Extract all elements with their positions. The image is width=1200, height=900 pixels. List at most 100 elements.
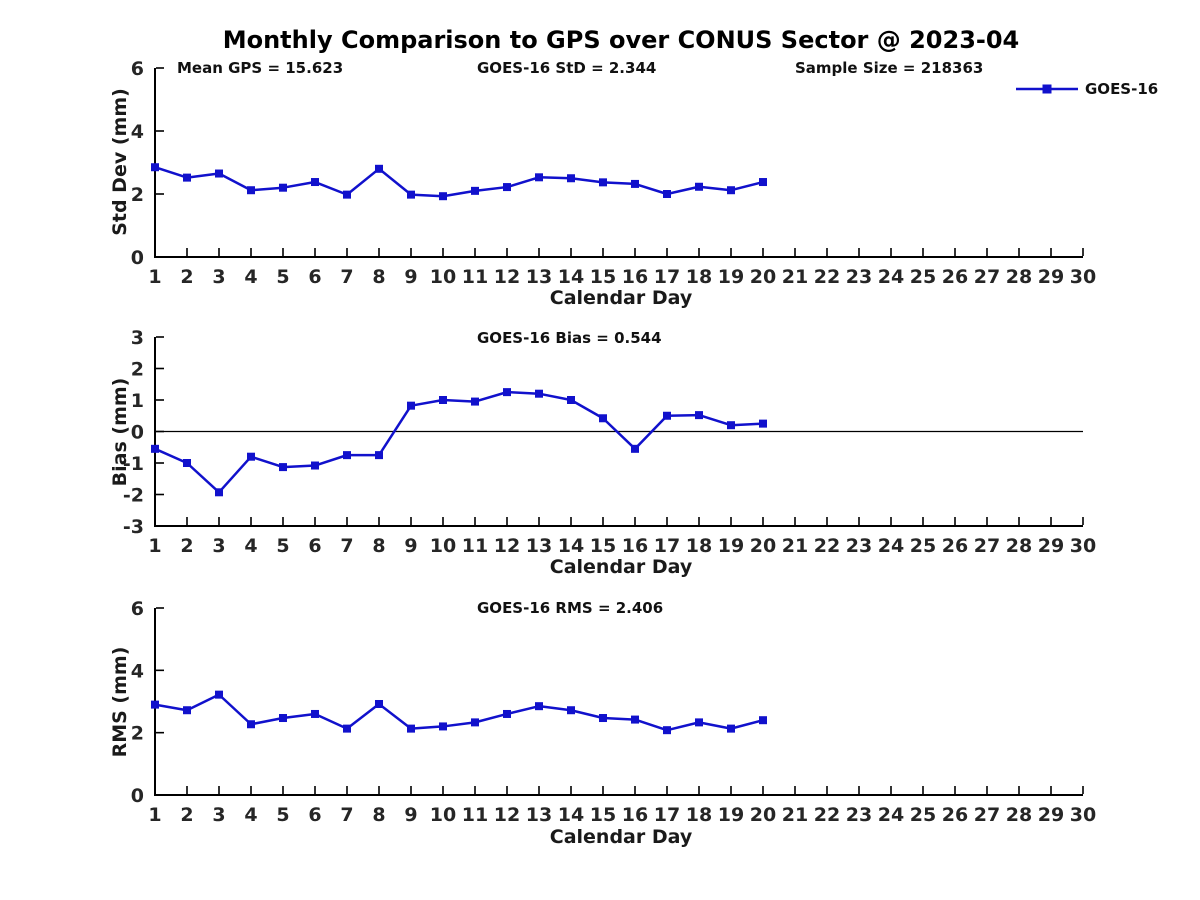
data-marker (695, 411, 703, 420)
x-tick-label: 5 (276, 804, 289, 826)
x-tick-label: 9 (404, 535, 417, 557)
x-tick-label: 21 (782, 266, 808, 288)
y-tick-label: 1 (131, 390, 144, 412)
x-tick-label: 22 (814, 535, 840, 557)
x-tick-label: 10 (430, 535, 456, 557)
data-marker (471, 186, 479, 195)
data-marker (631, 444, 639, 453)
data-marker (279, 463, 287, 472)
data-marker (375, 451, 383, 460)
x-tick-label: 4 (244, 804, 257, 826)
data-marker (215, 169, 223, 178)
x-tick-label: 18 (686, 535, 712, 557)
x-tick-label: 6 (308, 266, 321, 288)
x-tick-label: 18 (686, 804, 712, 826)
y-tick-label: 4 (131, 121, 144, 143)
data-marker (759, 419, 767, 428)
data-marker (343, 451, 351, 460)
data-marker (663, 726, 671, 735)
y-tick-label: 2 (131, 723, 144, 745)
x-tick-label: 21 (782, 535, 808, 557)
x-tick-label: 29 (1038, 535, 1064, 557)
x-tick-label: 1 (148, 804, 161, 826)
y-tick-label: 0 (131, 247, 144, 269)
x-tick-label: 24 (878, 804, 904, 826)
x-tick-label: 11 (462, 266, 488, 288)
x-tick-label: 24 (878, 266, 904, 288)
x-tick-label: 27 (974, 804, 1000, 826)
x-tick-label: 19 (718, 804, 744, 826)
x-tick-label: 25 (910, 804, 936, 826)
series-line (154, 390, 764, 494)
x-tick-label: 28 (1006, 804, 1032, 826)
legend-swatch (1016, 84, 1078, 94)
data-marker (599, 414, 607, 423)
y-tick-label: -2 (123, 485, 144, 507)
data-marker (503, 709, 511, 718)
y-tick-label: 2 (131, 359, 144, 381)
y-tick-label: 6 (131, 58, 144, 80)
x-tick-label: 5 (276, 266, 289, 288)
x-tick-label: 20 (750, 804, 776, 826)
data-marker (183, 459, 191, 467)
x-tick-label: 27 (974, 266, 1000, 288)
x-tick-label: 1 (148, 535, 161, 557)
x-tick-label: 24 (878, 535, 904, 557)
x-tick-label: 27 (974, 535, 1000, 557)
x-tick-label: 12 (494, 266, 520, 288)
data-marker (151, 444, 159, 453)
x-tick-label: 10 (430, 804, 456, 826)
x-tick-label: 28 (1006, 535, 1032, 557)
x-tick-label: 15 (590, 266, 616, 288)
x-tick-label: 26 (942, 535, 968, 557)
data-marker (247, 186, 255, 195)
x-tick-label: 13 (526, 535, 552, 557)
x-tick-label: 13 (526, 266, 552, 288)
x-tick-label: 9 (404, 266, 417, 288)
x-tick-label: 5 (276, 535, 289, 557)
stat-goes16-bias: GOES-16 Bias = 0.544 (477, 329, 662, 347)
stat-sample-size: Sample Size = 218363 (795, 59, 984, 77)
x-tick-label: 10 (430, 266, 456, 288)
data-marker (727, 724, 735, 733)
x-tick-label: 25 (910, 535, 936, 557)
data-marker (439, 722, 447, 731)
data-marker (151, 700, 159, 709)
x-tick-label: 3 (212, 266, 225, 288)
x-tick-label: 15 (590, 804, 616, 826)
stat-mean-gps: Mean GPS = 15.623 (177, 59, 344, 77)
x-tick-label: 29 (1038, 804, 1064, 826)
data-marker (247, 452, 255, 461)
x-tick-label: 7 (340, 266, 353, 288)
x-tick-label: 3 (212, 804, 225, 826)
x-tick-label: 18 (686, 266, 712, 288)
stat-goes16-std: GOES-16 StD = 2.344 (477, 59, 657, 77)
data-marker (567, 396, 575, 404)
x-tick-label: 2 (180, 535, 193, 557)
data-marker (407, 401, 415, 410)
x-tick-label: 16 (622, 535, 648, 557)
x-tick-label: 14 (558, 535, 584, 557)
data-marker (183, 706, 191, 715)
x-tick-label: 8 (372, 535, 385, 557)
axes-lines (154, 68, 1083, 258)
x-tick-label: 15 (590, 535, 616, 557)
xlabel-calendar-day-bottom: Calendar Day (549, 826, 693, 848)
x-tick-label: 30 (1070, 535, 1096, 557)
data-marker (439, 396, 447, 404)
legend-marker-sample (1042, 84, 1052, 94)
axes-lines (154, 337, 1083, 527)
x-tick-label: 6 (308, 804, 321, 826)
data-marker (471, 718, 479, 727)
xlabel-calendar-day-middle: Calendar Day (549, 556, 693, 578)
data-marker (471, 397, 479, 406)
x-tick-label: 16 (622, 266, 648, 288)
data-marker (759, 178, 767, 187)
x-tick-label: 30 (1070, 804, 1096, 826)
y-tick-label: 6 (131, 598, 144, 620)
x-tick-label: 12 (494, 804, 520, 826)
y-tick-label: 2 (131, 184, 144, 206)
